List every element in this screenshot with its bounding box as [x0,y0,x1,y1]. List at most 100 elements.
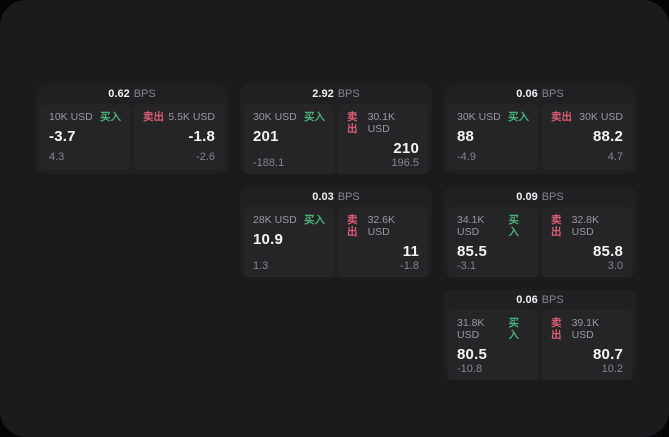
bps-value: 2.92 [312,88,334,100]
sell-side-tag: 卖出 [143,111,164,123]
sell-footer-value: 196.5 [391,157,419,169]
bps-header: 0.06 BPS [448,84,632,104]
buy-side-tag: 买入 [508,317,519,341]
buy-size-label: 28K USD [253,214,297,226]
bps-header: 0.62 BPS [40,84,224,104]
quote-card-body: 34.1K USD 买入 85.5 -3.1 卖出 32.8K USD 85.8… [448,207,632,277]
sell-size-label: 39.1K USD [571,317,600,341]
sell-panel[interactable]: 卖出 30K USD 88.2 4.7 [542,104,632,170]
bps-value: 0.62 [108,88,130,100]
bps-unit-label: BPS [541,294,564,306]
buy-size-label: 30K USD [253,111,297,123]
buy-size-label: 34.1K USD [457,214,485,238]
buy-price-value: 85.5 [457,243,487,260]
buy-footer-value: -3.1 [457,260,476,272]
buy-side-tag: 买入 [508,214,519,238]
buy-panel-top: 31.8K USD 买入 [457,317,529,341]
sell-price-value: -1.8 [188,128,215,145]
buy-panel[interactable]: 31.8K USD 买入 80.5 -10.8 [448,310,538,380]
buy-price-value: 80.5 [457,346,487,363]
buy-panel[interactable]: 28K USD 买入 10.9 1.3 [244,207,334,277]
bps-unit-label: BPS [133,88,156,100]
bps-value: 0.03 [312,191,334,203]
buy-size-label: 30K USD [457,111,501,123]
bps-header: 0.03 BPS [244,187,428,207]
bps-value: 0.09 [516,191,538,203]
buy-side-tag: 买入 [508,111,529,123]
bps-header: 0.09 BPS [448,187,632,207]
quote-card: 0.06 BPS 31.8K USD 买入 80.5 -10.8 卖出 39.1… [444,290,636,380]
sell-footer-value: 3.0 [607,260,623,272]
buy-size-label: 10K USD [49,111,93,123]
buy-footer-value: -4.9 [457,151,476,163]
buy-side-tag: 买入 [304,111,325,123]
sell-side-tag: 卖出 [347,214,358,238]
sell-panel[interactable]: 卖出 32.6K USD 11 -1.8 [338,207,428,277]
bps-header: 2.92 BPS [244,84,428,104]
sell-size-label: 5.5K USD [168,111,215,123]
sell-panel-top: 卖出 5.5K USD [143,111,215,123]
sell-panel[interactable]: 卖出 39.1K USD 80.7 10.2 [542,310,632,380]
quote-card: 2.92 BPS 30K USD 买入 201 -188.1 卖出 30.1K … [240,84,432,174]
quote-card: 0.09 BPS 34.1K USD 买入 85.5 -3.1 卖出 32.8K… [444,187,636,277]
bps-unit-label: BPS [541,191,564,203]
buy-panel[interactable]: 30K USD 买入 201 -188.1 [244,104,334,174]
sell-size-label: 30K USD [579,111,623,123]
buy-price-value: 10.9 [253,231,283,248]
buy-panel-top: 30K USD 买入 [457,111,529,123]
quote-card-body: 10K USD 买入 -3.7 4.3 卖出 5.5K USD -1.8 -2.… [40,104,224,170]
quote-card: 0.62 BPS 10K USD 买入 -3.7 4.3 卖出 5.5K USD… [36,84,228,174]
buy-price-value: -3.7 [49,128,76,145]
sell-size-label: 32.6K USD [367,214,396,238]
buy-panel-top: 30K USD 买入 [253,111,325,123]
sell-footer-value: 10.2 [601,363,623,375]
buy-panel[interactable]: 10K USD 买入 -3.7 4.3 [40,104,130,170]
sell-footer-value: -2.6 [196,151,215,163]
bps-value: 0.06 [516,294,538,306]
sell-side-tag: 卖出 [551,111,572,123]
sell-footer-value: -1.8 [400,260,419,272]
buy-side-tag: 买入 [100,111,121,123]
sell-panel-top: 卖出 30.1K USD [347,111,419,135]
sell-panel-top: 卖出 32.6K USD [347,214,419,238]
sell-panel[interactable]: 卖出 5.5K USD -1.8 -2.6 [134,104,224,170]
quote-card-body: 30K USD 买入 88 -4.9 卖出 30K USD 88.2 4.7 [448,104,632,170]
bps-header: 0.06 BPS [448,290,632,310]
bps-unit-label: BPS [541,88,564,100]
sell-price-value: 210 [393,140,419,157]
sell-panel-top: 卖出 32.8K USD [551,214,623,238]
buy-footer-value: 1.3 [253,260,269,272]
cards-grid: 0.62 BPS 10K USD 买入 -3.7 4.3 卖出 5.5K USD… [36,84,636,380]
sell-side-tag: 卖出 [347,111,358,135]
buy-footer-value: 4.3 [49,151,65,163]
buy-side-tag: 买入 [304,214,325,226]
sell-panel[interactable]: 卖出 32.8K USD 85.8 3.0 [542,207,632,277]
quote-card-body: 30K USD 买入 201 -188.1 卖出 30.1K USD 210 1… [244,104,428,174]
buy-panel[interactable]: 34.1K USD 买入 85.5 -3.1 [448,207,538,277]
sell-price-value: 88.2 [593,128,623,145]
sell-side-tag: 卖出 [551,214,562,238]
buy-panel[interactable]: 30K USD 买入 88 -4.9 [448,104,538,170]
quote-card: 0.03 BPS 28K USD 买入 10.9 1.3 卖出 32.6K US… [240,187,432,277]
buy-price-value: 88 [457,128,475,145]
buy-panel-top: 10K USD 买入 [49,111,121,123]
buy-price-value: 201 [253,128,279,145]
sell-panel-top: 卖出 39.1K USD [551,317,623,341]
sell-panel[interactable]: 卖出 30.1K USD 210 196.5 [338,104,428,174]
quote-card: 0.06 BPS 30K USD 买入 88 -4.9 卖出 30K USD 8… [444,84,636,174]
buy-panel-top: 34.1K USD 买入 [457,214,529,238]
sell-footer-value: 4.7 [607,151,623,163]
sell-price-value: 80.7 [593,346,623,363]
bps-value: 0.06 [516,88,538,100]
sell-panel-top: 卖出 30K USD [551,111,623,123]
sell-size-label: 30.1K USD [367,111,396,135]
bps-unit-label: BPS [337,88,360,100]
buy-footer-value: -188.1 [253,157,285,169]
buy-footer-value: -10.8 [457,363,483,375]
sell-size-label: 32.8K USD [571,214,600,238]
sell-price-value: 85.8 [593,243,623,260]
quote-card-body: 28K USD 买入 10.9 1.3 卖出 32.6K USD 11 -1.8 [244,207,428,277]
bps-unit-label: BPS [337,191,360,203]
buy-size-label: 31.8K USD [457,317,485,341]
